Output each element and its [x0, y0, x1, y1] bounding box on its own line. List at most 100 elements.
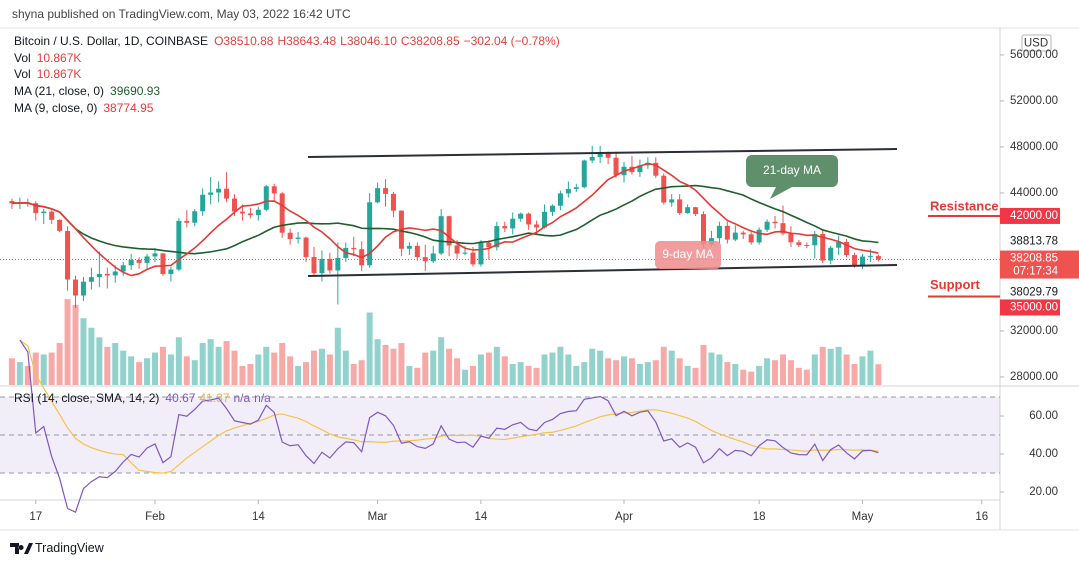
volume-bar: [32, 352, 39, 385]
value: n/a: [254, 391, 271, 405]
candle-body: [502, 226, 508, 229]
volume-bar: [326, 354, 333, 385]
volume-bar: [740, 369, 747, 385]
volume-bar: [390, 348, 397, 385]
candle-body: [33, 203, 39, 214]
currency-box[interactable]: [1021, 34, 1052, 52]
candle-body: [732, 232, 738, 240]
legend-symbol: Bitcoin / U.S. Dollar, 1D, COINBASE O3851…: [14, 34, 560, 48]
volume-bar: [716, 354, 723, 385]
volume-bar: [764, 358, 771, 385]
countdown: 07:17:34: [1013, 266, 1058, 278]
candle-body: [96, 273, 102, 278]
legend-ma9: MA (9, close, 0) 38774.95: [14, 101, 154, 115]
volume-bar: [191, 360, 198, 385]
volume-bar: [8, 358, 15, 385]
volume-bar: [24, 365, 31, 385]
candle-body: [573, 187, 579, 189]
candle-body: [279, 193, 285, 233]
last-price-label: 38208.85: [1010, 253, 1058, 265]
volume-bar: [263, 346, 270, 385]
volume-bar: [835, 346, 842, 385]
volume-bar: [573, 365, 580, 385]
volume-bar: [88, 327, 95, 385]
candle-body: [772, 221, 778, 224]
volume-bar: [255, 354, 262, 385]
volume-bar: [422, 352, 429, 385]
candle-body: [478, 242, 484, 265]
volume-bar: [581, 362, 588, 385]
candle-body: [327, 258, 333, 271]
volume-bar: [366, 312, 373, 385]
candle-body: [470, 252, 476, 265]
candle-body: [80, 281, 86, 296]
volume-bar: [541, 354, 548, 385]
candle-body: [542, 211, 548, 228]
candle-body: [184, 220, 190, 223]
candle-body: [73, 279, 79, 296]
volume-bar: [414, 367, 421, 385]
rsi-background: [0, 396, 1000, 474]
low: L38046.10: [340, 34, 397, 48]
label: MA (9, close, 0): [14, 101, 97, 115]
candle-body: [859, 256, 865, 267]
candle-body: [565, 188, 571, 194]
price-label: 38813.78: [1010, 236, 1058, 248]
volume-bar: [843, 354, 850, 385]
candle-body: [812, 234, 818, 246]
candle-body: [231, 198, 237, 212]
candle-body: [406, 245, 412, 249]
volume-bar: [398, 343, 405, 385]
value: 38774.95: [103, 101, 153, 115]
candle-body: [57, 219, 63, 231]
candle-body: [160, 253, 166, 275]
volume-bar: [374, 339, 381, 385]
volume-bar: [406, 365, 413, 385]
volume-bar: [358, 360, 365, 385]
price-label: 38029.79: [1010, 287, 1058, 299]
annotation-bubble: [655, 241, 721, 269]
y-tick-label: 52000.00: [1010, 95, 1058, 107]
candle-body: [255, 209, 261, 216]
volume-bar: [271, 352, 278, 385]
candle-body: [367, 202, 373, 266]
volume-bar: [605, 358, 612, 385]
candle-body: [65, 230, 71, 280]
volume-bar: [207, 339, 214, 385]
level-name: Resistance: [930, 198, 999, 213]
candle-body: [867, 255, 873, 257]
volume-bar: [112, 343, 119, 385]
brand-logo: [10, 543, 33, 554]
volume-bar: [851, 364, 858, 385]
x-tick-label: 17: [29, 511, 42, 523]
rsi-sma-line: [19, 339, 879, 474]
label: RSI (14, close, SMA, 14, 2): [14, 391, 159, 405]
candle-body: [486, 242, 492, 248]
value: 10.867K: [37, 51, 82, 65]
value: 41.37: [199, 391, 229, 405]
candle-body: [597, 153, 603, 157]
candle-body: [9, 201, 15, 204]
x-tick-label: May: [852, 511, 874, 523]
volume-bar: [772, 360, 779, 385]
volume-bar: [668, 350, 675, 385]
volume-bar: [175, 337, 182, 385]
annotation: 21-day MA: [763, 163, 821, 177]
candle-body: [49, 211, 55, 220]
volume-bar: [795, 367, 802, 385]
level-box: [1000, 207, 1060, 224]
volume-bar: [72, 304, 79, 385]
candle-body: [780, 223, 786, 234]
volume-bar: [446, 348, 453, 385]
value: 39690.93: [110, 84, 160, 98]
y-tick-label: 44000.00: [1010, 187, 1058, 199]
candle-body: [581, 160, 587, 188]
candle-body: [716, 225, 722, 239]
candle-body: [875, 256, 881, 260]
volume-bar: [621, 356, 628, 385]
volume-bar: [485, 352, 492, 385]
candle-body: [557, 193, 563, 206]
volume-bar: [430, 350, 437, 385]
